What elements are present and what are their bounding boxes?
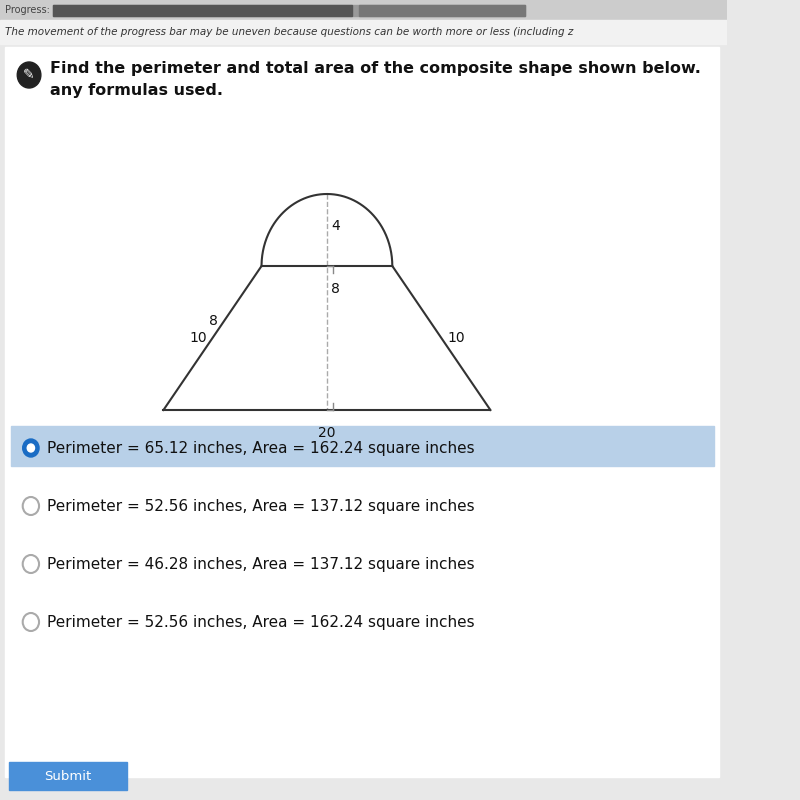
Bar xyxy=(358,5,525,16)
Text: Perimeter = 46.28 inches, Area = 137.12 square inches: Perimeter = 46.28 inches, Area = 137.12 … xyxy=(47,557,475,571)
Text: Progress:: Progress: xyxy=(6,5,50,15)
Circle shape xyxy=(22,613,39,631)
Text: ✎: ✎ xyxy=(23,68,35,82)
Circle shape xyxy=(18,62,41,88)
Bar xyxy=(9,762,127,790)
Circle shape xyxy=(22,497,39,515)
Text: Submit: Submit xyxy=(45,770,92,782)
Text: 4: 4 xyxy=(331,219,340,234)
Circle shape xyxy=(22,555,39,573)
Text: Find the perimeter and total area of the composite shape shown below.: Find the perimeter and total area of the… xyxy=(50,61,701,75)
Text: 8: 8 xyxy=(330,282,339,296)
Bar xyxy=(0,20,726,44)
Text: any formulas used.: any formulas used. xyxy=(50,82,223,98)
Text: Perimeter = 52.56 inches, Area = 162.24 square inches: Perimeter = 52.56 inches, Area = 162.24 … xyxy=(47,614,475,630)
Bar xyxy=(0,0,726,20)
Circle shape xyxy=(22,439,39,457)
Text: The movement of the progress bar may be uneven because questions can be worth mo: The movement of the progress bar may be … xyxy=(6,27,574,37)
Text: 20: 20 xyxy=(318,426,336,440)
Text: Perimeter = 52.56 inches, Area = 137.12 square inches: Perimeter = 52.56 inches, Area = 137.12 … xyxy=(47,498,475,514)
Text: 8: 8 xyxy=(209,314,218,328)
Text: 10: 10 xyxy=(189,331,206,345)
Bar xyxy=(11,426,714,466)
Bar xyxy=(53,5,525,16)
Text: 10: 10 xyxy=(447,331,465,345)
Bar xyxy=(53,5,352,16)
Text: Perimeter = 65.12 inches, Area = 162.24 square inches: Perimeter = 65.12 inches, Area = 162.24 … xyxy=(47,441,475,455)
Circle shape xyxy=(27,444,34,452)
